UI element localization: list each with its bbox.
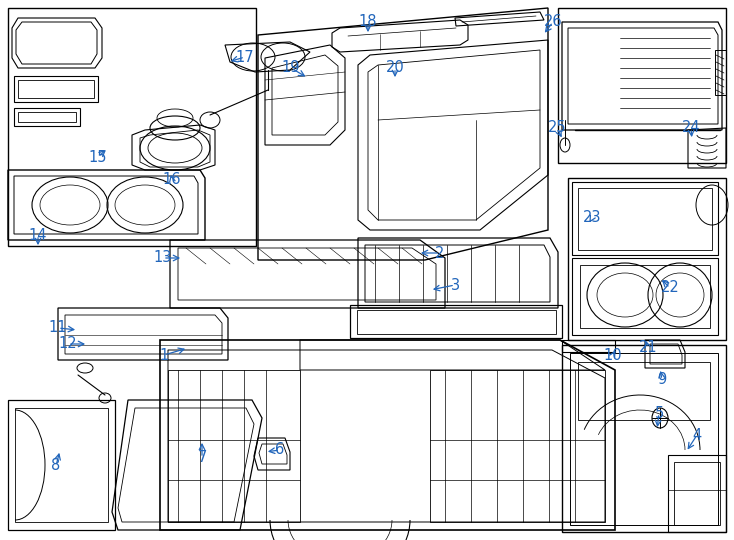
Text: 25: 25 bbox=[548, 120, 567, 136]
Text: 16: 16 bbox=[163, 172, 181, 187]
Text: 4: 4 bbox=[692, 428, 702, 442]
Text: 11: 11 bbox=[48, 321, 68, 335]
Bar bbox=[8, 8, 256, 246]
Text: 19: 19 bbox=[282, 60, 300, 76]
Text: 17: 17 bbox=[236, 50, 254, 64]
Text: 22: 22 bbox=[661, 280, 680, 295]
Text: 14: 14 bbox=[29, 227, 47, 242]
Text: 24: 24 bbox=[682, 120, 700, 136]
Text: 18: 18 bbox=[359, 15, 377, 30]
Bar bbox=[568, 178, 726, 340]
Text: 21: 21 bbox=[639, 341, 658, 355]
Text: 23: 23 bbox=[583, 211, 601, 226]
Text: 1: 1 bbox=[159, 348, 169, 362]
Text: 15: 15 bbox=[89, 150, 107, 165]
Text: 26: 26 bbox=[544, 15, 562, 30]
Text: 20: 20 bbox=[385, 60, 404, 76]
Text: 5: 5 bbox=[655, 406, 664, 421]
Text: 13: 13 bbox=[154, 251, 172, 266]
Text: 12: 12 bbox=[59, 336, 77, 352]
Text: 3: 3 bbox=[451, 278, 459, 293]
Text: 2: 2 bbox=[435, 246, 445, 260]
Text: 9: 9 bbox=[658, 373, 666, 388]
Text: 10: 10 bbox=[603, 348, 622, 362]
Text: 7: 7 bbox=[197, 450, 207, 465]
Bar bbox=[558, 8, 726, 163]
Text: 6: 6 bbox=[275, 442, 285, 457]
Text: 8: 8 bbox=[51, 458, 61, 474]
